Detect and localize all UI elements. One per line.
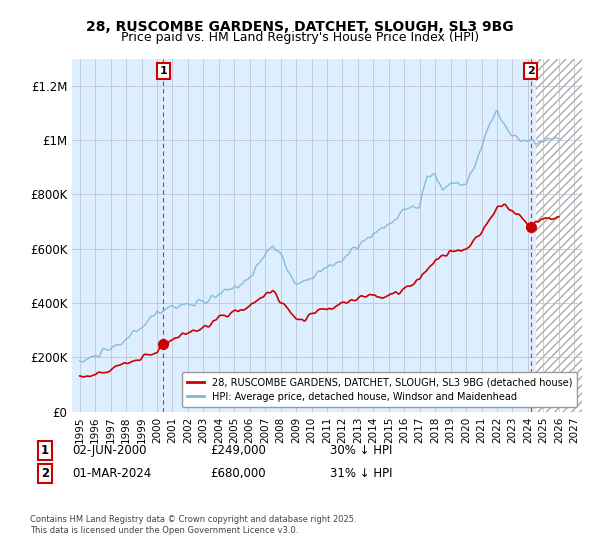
Text: 28, RUSCOMBE GARDENS, DATCHET, SLOUGH, SL3 9BG: 28, RUSCOMBE GARDENS, DATCHET, SLOUGH, S… [86,20,514,34]
Legend: 28, RUSCOMBE GARDENS, DATCHET, SLOUGH, SL3 9BG (detached house), HPI: Average pr: 28, RUSCOMBE GARDENS, DATCHET, SLOUGH, S… [182,372,577,407]
Text: Contains HM Land Registry data © Crown copyright and database right 2025.
This d: Contains HM Land Registry data © Crown c… [30,515,356,535]
Text: Price paid vs. HM Land Registry's House Price Index (HPI): Price paid vs. HM Land Registry's House … [121,31,479,44]
Text: 30% ↓ HPI: 30% ↓ HPI [330,444,392,458]
Text: 1: 1 [41,444,49,458]
Bar [536,59,582,412]
Text: 2: 2 [41,466,49,480]
Text: 1: 1 [160,66,167,76]
Bar [536,59,582,412]
Text: 02-JUN-2000: 02-JUN-2000 [72,444,146,458]
Text: £249,000: £249,000 [210,444,266,458]
Text: 01-MAR-2024: 01-MAR-2024 [72,466,151,480]
Text: £680,000: £680,000 [210,466,266,480]
Text: 2: 2 [527,66,535,76]
Text: 31% ↓ HPI: 31% ↓ HPI [330,466,392,480]
